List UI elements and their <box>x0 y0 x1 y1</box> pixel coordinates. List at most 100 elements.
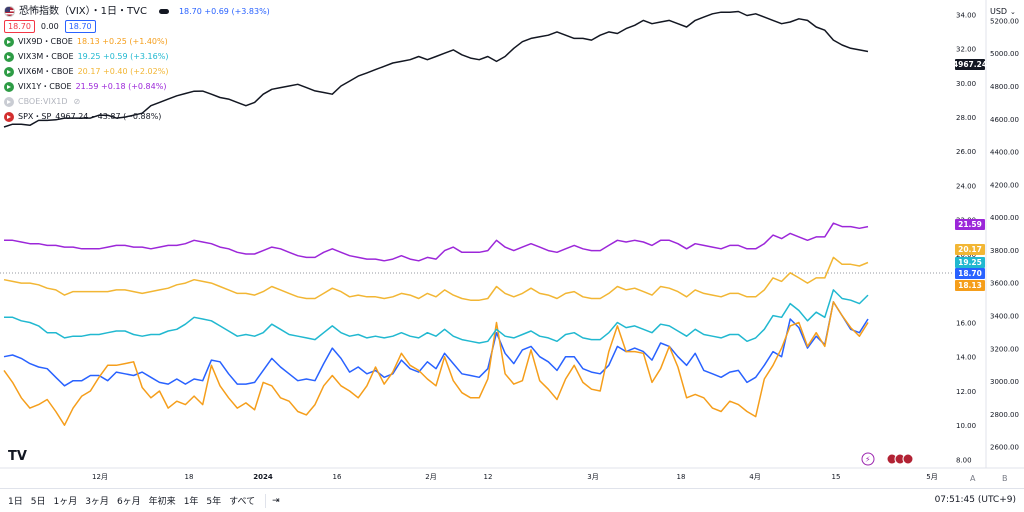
symbol-title: 恐怖指数（VIX）・1日・TVC <box>19 5 147 17</box>
play-icon <box>4 66 14 77</box>
left-tick-label: 12.00 <box>956 388 976 396</box>
flash-icon <box>861 452 875 466</box>
right-tick-label: 4200.00 <box>990 181 1019 189</box>
tradingview-logo: TV <box>8 449 27 464</box>
left-tick-label: 16.00 <box>956 319 976 327</box>
left-tick-label: 34.00 <box>956 11 976 19</box>
x-tick-label: 12 <box>484 473 493 481</box>
series-line-vix6m <box>3 256 869 301</box>
left-tick-label: 8.00 <box>956 456 972 464</box>
sp-logo-icon <box>4 111 14 122</box>
right-tick-label: 2600.00 <box>990 444 1019 452</box>
legend-quote: 20.17 +0.40 (+2.02%) <box>77 66 169 76</box>
legend-spx[interactable]: SPX・SP 4967.24 −43.87 (−0.88%) <box>4 109 270 124</box>
range-6m[interactable]: 6ヶ月 <box>116 497 141 507</box>
visibility-toggle-icon[interactable] <box>158 9 169 14</box>
svg-text:4967.24: 4967.24 <box>953 60 987 69</box>
legend-vix1y[interactable]: VIX1Y・CBOE 21.59 +0.18 (+0.84%) <box>4 79 270 94</box>
play-icon <box>4 81 14 92</box>
x-tick-label: 18 <box>677 473 686 481</box>
svg-text:20.17: 20.17 <box>958 245 982 254</box>
left-tick-label: 32.00 <box>956 46 976 54</box>
right-tick-label: 3200.00 <box>990 345 1019 353</box>
legend-vix1d[interactable]: CBOE:VIX1D ⊘ <box>4 94 270 109</box>
ask-box[interactable]: 18.70 <box>64 20 96 33</box>
legend: 恐怖指数（VIX）・1日・TVC 18.70 +0.69 (+3.83%) 18… <box>4 4 270 124</box>
x-tick-label: 5月 <box>926 473 937 481</box>
range-all[interactable]: すべて <box>229 497 256 507</box>
left-tick-label: 10.00 <box>956 422 976 430</box>
last-value-tag-vix: 18.70 <box>955 268 985 279</box>
range-5y[interactable]: 5年 <box>206 497 222 507</box>
last-value-tag-vix6m: 20.17 <box>955 244 985 255</box>
settings-icon: B <box>1002 474 1008 483</box>
series-layer <box>3 10 869 426</box>
svg-text:18.70: 18.70 <box>958 269 982 278</box>
legend-vix6m[interactable]: VIX6M・CBOE 20.17 +0.40 (+2.02%) <box>4 64 270 79</box>
range-1m[interactable]: 1ヶ月 <box>53 497 78 507</box>
legend-quote: 4967.24 −43.87 (−0.88%) <box>55 111 162 121</box>
date-range-icon[interactable]: ⇥ <box>272 495 280 506</box>
eye-off-icon[interactable]: ⊘ <box>73 96 81 106</box>
x-axis: 12月 18 2024 16 2月 12 3月 18 4月 15 5月 <box>92 473 938 481</box>
play-icon <box>4 51 14 62</box>
series-line-vix1y <box>4 222 869 262</box>
svg-text:21.59: 21.59 <box>958 220 982 229</box>
series-line-spx <box>3 10 869 128</box>
main-quote: 18.70 +0.69 (+3.83%) <box>178 6 270 16</box>
legend-label: VIX1Y・CBOE <box>18 81 72 91</box>
right-tick-label: 4400.00 <box>990 149 1019 157</box>
right-tick-label: 5000.00 <box>990 50 1019 58</box>
auto-scale-icon: A <box>970 474 976 483</box>
legend-quote: 18.13 +0.25 (+1.40%) <box>76 36 168 46</box>
play-icon <box>4 96 14 107</box>
right-axis: 2600.00 2800.00 3000.00 3200.00 3400.00 3600.… <box>990 17 1019 451</box>
right-tick-label: 4600.00 <box>990 116 1019 124</box>
chart-canvas[interactable]: 8.0010.0012.0014.0016.0018.0020.0022.002… <box>0 0 1024 488</box>
right-tick-label: 3400.00 <box>990 313 1019 321</box>
clock[interactable]: 07:51:45 (UTC+9) <box>934 495 1016 505</box>
x-tick-label: 2024 <box>253 473 273 481</box>
bottom-toolbar: 1日 5日 1ヶ月 3ヶ月 6ヶ月 年初来 1年 5年 すべて ⇥ 07:51:… <box>0 488 1024 512</box>
last-value-tags: 18.70 18.13 19.25 20.17 21.59 4967.24 <box>953 59 987 291</box>
range-ytd[interactable]: 年初来 <box>148 497 176 507</box>
range-1y[interactable]: 1年 <box>183 497 199 507</box>
x-tick-label: 3月 <box>587 473 598 481</box>
right-tick-label: 3000.00 <box>990 378 1019 386</box>
left-tick-label: 24.00 <box>956 182 976 190</box>
last-value-tag-vix1y: 21.59 <box>955 219 985 230</box>
range-3m[interactable]: 3ヶ月 <box>85 497 109 507</box>
legend-main[interactable]: 恐怖指数（VIX）・1日・TVC 18.70 +0.69 (+3.83%) <box>4 4 270 19</box>
event-flag-3 <box>902 453 914 465</box>
last-value-tag-vix3m: 19.25 <box>955 257 985 268</box>
left-axis: 8.0010.0012.0014.0016.0018.0020.0022.002… <box>956 11 976 464</box>
x-tick-label: 2月 <box>425 473 436 481</box>
svg-text:19.25: 19.25 <box>958 258 982 267</box>
last-value-tag-spx: 4967.24 <box>953 59 987 70</box>
bid-box[interactable]: 18.70 <box>4 20 35 33</box>
series-line-vix3m <box>4 289 869 344</box>
chevron-down-icon: ⌄ <box>1010 8 1016 16</box>
right-tick-label: 4800.00 <box>990 83 1019 91</box>
legend-label: SPX・SP <box>18 111 52 121</box>
x-tick-label: 16 <box>333 473 342 481</box>
spread-value: 0.00 <box>40 21 59 31</box>
right-tick-label: 3600.00 <box>990 280 1019 288</box>
legend-vix9d[interactable]: VIX9D・CBOE 18.13 +0.25 (+1.40%) <box>4 34 270 49</box>
legend-quote: 21.59 +0.18 (+0.84%) <box>75 81 167 91</box>
range-1d[interactable]: 1日 <box>8 497 23 507</box>
legend-quote: 19.25 +0.59 (+3.16%) <box>77 51 169 61</box>
left-tick-label: 28.00 <box>956 114 976 122</box>
legend-label: VIX6M・CBOE <box>18 66 74 76</box>
right-tick-label: 3800.00 <box>990 247 1019 255</box>
divider <box>265 493 267 508</box>
x-tick-label: 12月 <box>92 473 108 481</box>
currency-label: USD <box>990 7 1007 16</box>
legend-label: CBOE:VIX1D <box>18 96 68 106</box>
legend-vix3m[interactable]: VIX3M・CBOE 19.25 +0.59 (+3.16%) <box>4 49 270 64</box>
us-flag-icon <box>4 6 15 17</box>
range-5d[interactable]: 5日 <box>30 497 46 507</box>
play-icon <box>4 36 14 47</box>
right-tick-label: 5200.00 <box>990 17 1019 25</box>
right-tick-label: 2800.00 <box>990 411 1019 419</box>
